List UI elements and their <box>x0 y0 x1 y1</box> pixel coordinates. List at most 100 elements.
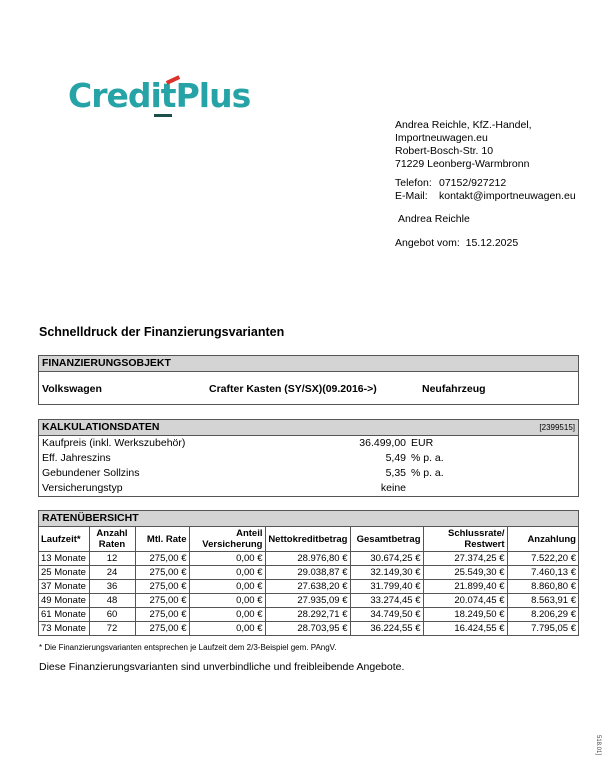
email-label: E-Mail: <box>395 190 428 202</box>
table-cell: 48 <box>88 593 136 608</box>
offer-date-value: 15.12.2025 <box>465 237 519 249</box>
calc-row: Gebundener Sollzins 5,35 % p. a. <box>39 466 578 481</box>
calc-label: Eff. Jahreszins <box>42 452 111 464</box>
table-cell: 275,00 € <box>134 551 190 566</box>
calc-value: 5,49 <box>385 452 406 464</box>
table-cell: 27.935,09 € <box>264 593 351 608</box>
calc-row: Eff. Jahreszins 5,49 % p. a. <box>39 451 578 466</box>
calc-value: keine <box>380 482 406 494</box>
table-cell: 28.703,95 € <box>264 621 351 636</box>
column-header: Mtl. Rate <box>134 526 190 552</box>
column-header: Anzahl Raten <box>88 526 136 552</box>
rates-header: RATENÜBERSICHT <box>39 511 578 527</box>
table-cell: 33.274,45 € <box>349 593 424 608</box>
offer-date: Angebot vom: 15.12.2025 <box>395 237 518 250</box>
table-cell: 24 <box>88 565 136 580</box>
logo-text: CreditPlus <box>68 76 251 115</box>
table-cell: 275,00 € <box>134 593 190 608</box>
table-cell: 72 <box>88 621 136 636</box>
calc-unit: % p. a. <box>411 452 444 464</box>
table-cell: 25 Monate <box>38 565 90 580</box>
table-cell: 0,00 € <box>188 607 266 622</box>
dealer-contact: Telefon: 07152/927212 E-Mail: kontakt@impo… <box>395 177 576 203</box>
table-cell: 34.749,50 € <box>349 607 424 622</box>
table-cell: 31.799,40 € <box>349 579 424 594</box>
financing-object-box: FINANZIERUNGSOBJEKT Volkswagen Crafter K… <box>38 355 579 405</box>
column-header: Schlussrate/ Restwert <box>422 526 508 552</box>
table-cell: 13 Monate <box>38 551 90 566</box>
vehicle-condition: Neufahrzeug <box>422 383 486 395</box>
table-row: 61 Monate 60 275,00 €0,00 €28.292,71 €34.7… <box>38 607 579 622</box>
table-row: 25 Monate 24 275,00 €0,00 €29.038,87 €32.1… <box>38 565 579 580</box>
table-cell: 275,00 € <box>134 607 190 622</box>
rates-box: RATENÜBERSICHT Laufzeit* Anzahl Raten Mtl.… <box>38 510 579 636</box>
table-cell: 36 <box>88 579 136 594</box>
page-title: Schnelldruck der Finanzierungsvarianten <box>39 325 285 339</box>
form-code: 518.01] <box>595 735 601 756</box>
disclaimer: Diese Finanzierungsvarianten sind unverb… <box>39 661 405 673</box>
column-header: Anteil Versicherung <box>188 526 266 552</box>
table-cell: 27.638,20 € <box>264 579 351 594</box>
column-header: Nettokreditbetrag <box>264 526 351 552</box>
table-cell: 28.976,80 € <box>264 551 351 566</box>
table-cell: 32.149,30 € <box>349 565 424 580</box>
table-cell: 8.860,80 € <box>506 579 579 594</box>
table-cell: 275,00 € <box>134 621 190 636</box>
calc-unit: EUR <box>411 437 434 449</box>
table-cell: 12 <box>88 551 136 566</box>
calc-value: 36.499,00 <box>359 437 406 449</box>
calculation-title: KALKULATIONSDATEN <box>42 421 160 433</box>
column-header: Anzahlung <box>506 526 579 552</box>
table-row: 37 Monate 36 275,00 €0,00 €27.638,20 €31.7… <box>38 579 579 594</box>
calc-row: Versicherungstyp keine <box>39 481 578 496</box>
table-cell: 7.460,13 € <box>506 565 579 580</box>
financing-object-header: FINANZIERUNGSOBJEKT <box>39 356 578 372</box>
table-cell: 30.674,25 € <box>349 551 424 566</box>
table-cell: 0,00 € <box>188 579 266 594</box>
logo-bar <box>154 114 172 117</box>
column-header: Gesamtbetrag <box>349 526 424 552</box>
table-cell: 18.249,50 € <box>422 607 508 622</box>
table-cell: 73 Monate <box>38 621 90 636</box>
table-cell: 49 Monate <box>38 593 90 608</box>
table-cell: 27.374,25 € <box>422 551 508 566</box>
table-cell: 61 Monate <box>38 607 90 622</box>
address-line: Andrea Reichle, KfZ.-Handel, <box>395 119 532 131</box>
table-cell: 275,00 € <box>134 565 190 580</box>
table-row: 49 Monate 48 275,00 €0,00 €27.935,09 €33.2… <box>38 593 579 608</box>
address-line: 71229 Leonberg-Warmbronn <box>395 158 530 170</box>
table-cell: 0,00 € <box>188 621 266 636</box>
table-cell: 21.899,40 € <box>422 579 508 594</box>
table-cell: 0,00 € <box>188 551 266 566</box>
table-cell: 37 Monate <box>38 579 90 594</box>
table-cell: 0,00 € <box>188 593 266 608</box>
table-cell: 29.038,87 € <box>264 565 351 580</box>
vehicle-brand: Volkswagen <box>42 383 102 395</box>
table-cell: 0,00 € <box>188 565 266 580</box>
address-line: Importneuwagen.eu <box>395 132 488 144</box>
table-cell: 16.424,55 € <box>422 621 508 636</box>
creditplus-logo: CreditPlus <box>68 75 251 117</box>
phone-label: Telefon: <box>395 177 432 189</box>
table-cell: 28.292,71 € <box>264 607 351 622</box>
contact-person: Andrea Reichle <box>398 213 470 225</box>
table-cell: 60 <box>88 607 136 622</box>
vehicle-model: Crafter Kasten (SY/SX)(09.2016->) <box>209 383 377 395</box>
calculation-header: KALKULATIONSDATEN [2399515] <box>39 420 578 436</box>
table-cell: 20.074,45 € <box>422 593 508 608</box>
calc-label: Versicherungstyp <box>42 482 123 494</box>
table-row: 13 Monate 12 275,00 €0,00 €28.976,80 €30.6… <box>38 551 579 566</box>
address-line: Robert-Bosch-Str. 10 <box>395 145 494 157</box>
calculation-box: KALKULATIONSDATEN [2399515] Kaufpreis (in… <box>38 419 579 497</box>
rates-table: Laufzeit* Anzahl Raten Mtl. Rate Anteil Ver… <box>38 526 579 636</box>
table-cell: 36.224,55 € <box>349 621 424 636</box>
calc-row: Kaufpreis (inkl. Werkszubehör) 36.499,00 E… <box>39 436 578 451</box>
reference-number: [2399515] <box>539 423 575 432</box>
calc-unit: % p. a. <box>411 467 444 479</box>
table-cell: 7.795,05 € <box>506 621 579 636</box>
table-cell: 7.522,20 € <box>506 551 579 566</box>
table-row: 73 Monate 72 275,00 €0,00 €28.703,95 €36.2… <box>38 621 579 636</box>
table-cell: 275,00 € <box>134 579 190 594</box>
dealer-address: Andrea Reichle, KfZ.-Handel, Importneuwa… <box>395 119 532 171</box>
